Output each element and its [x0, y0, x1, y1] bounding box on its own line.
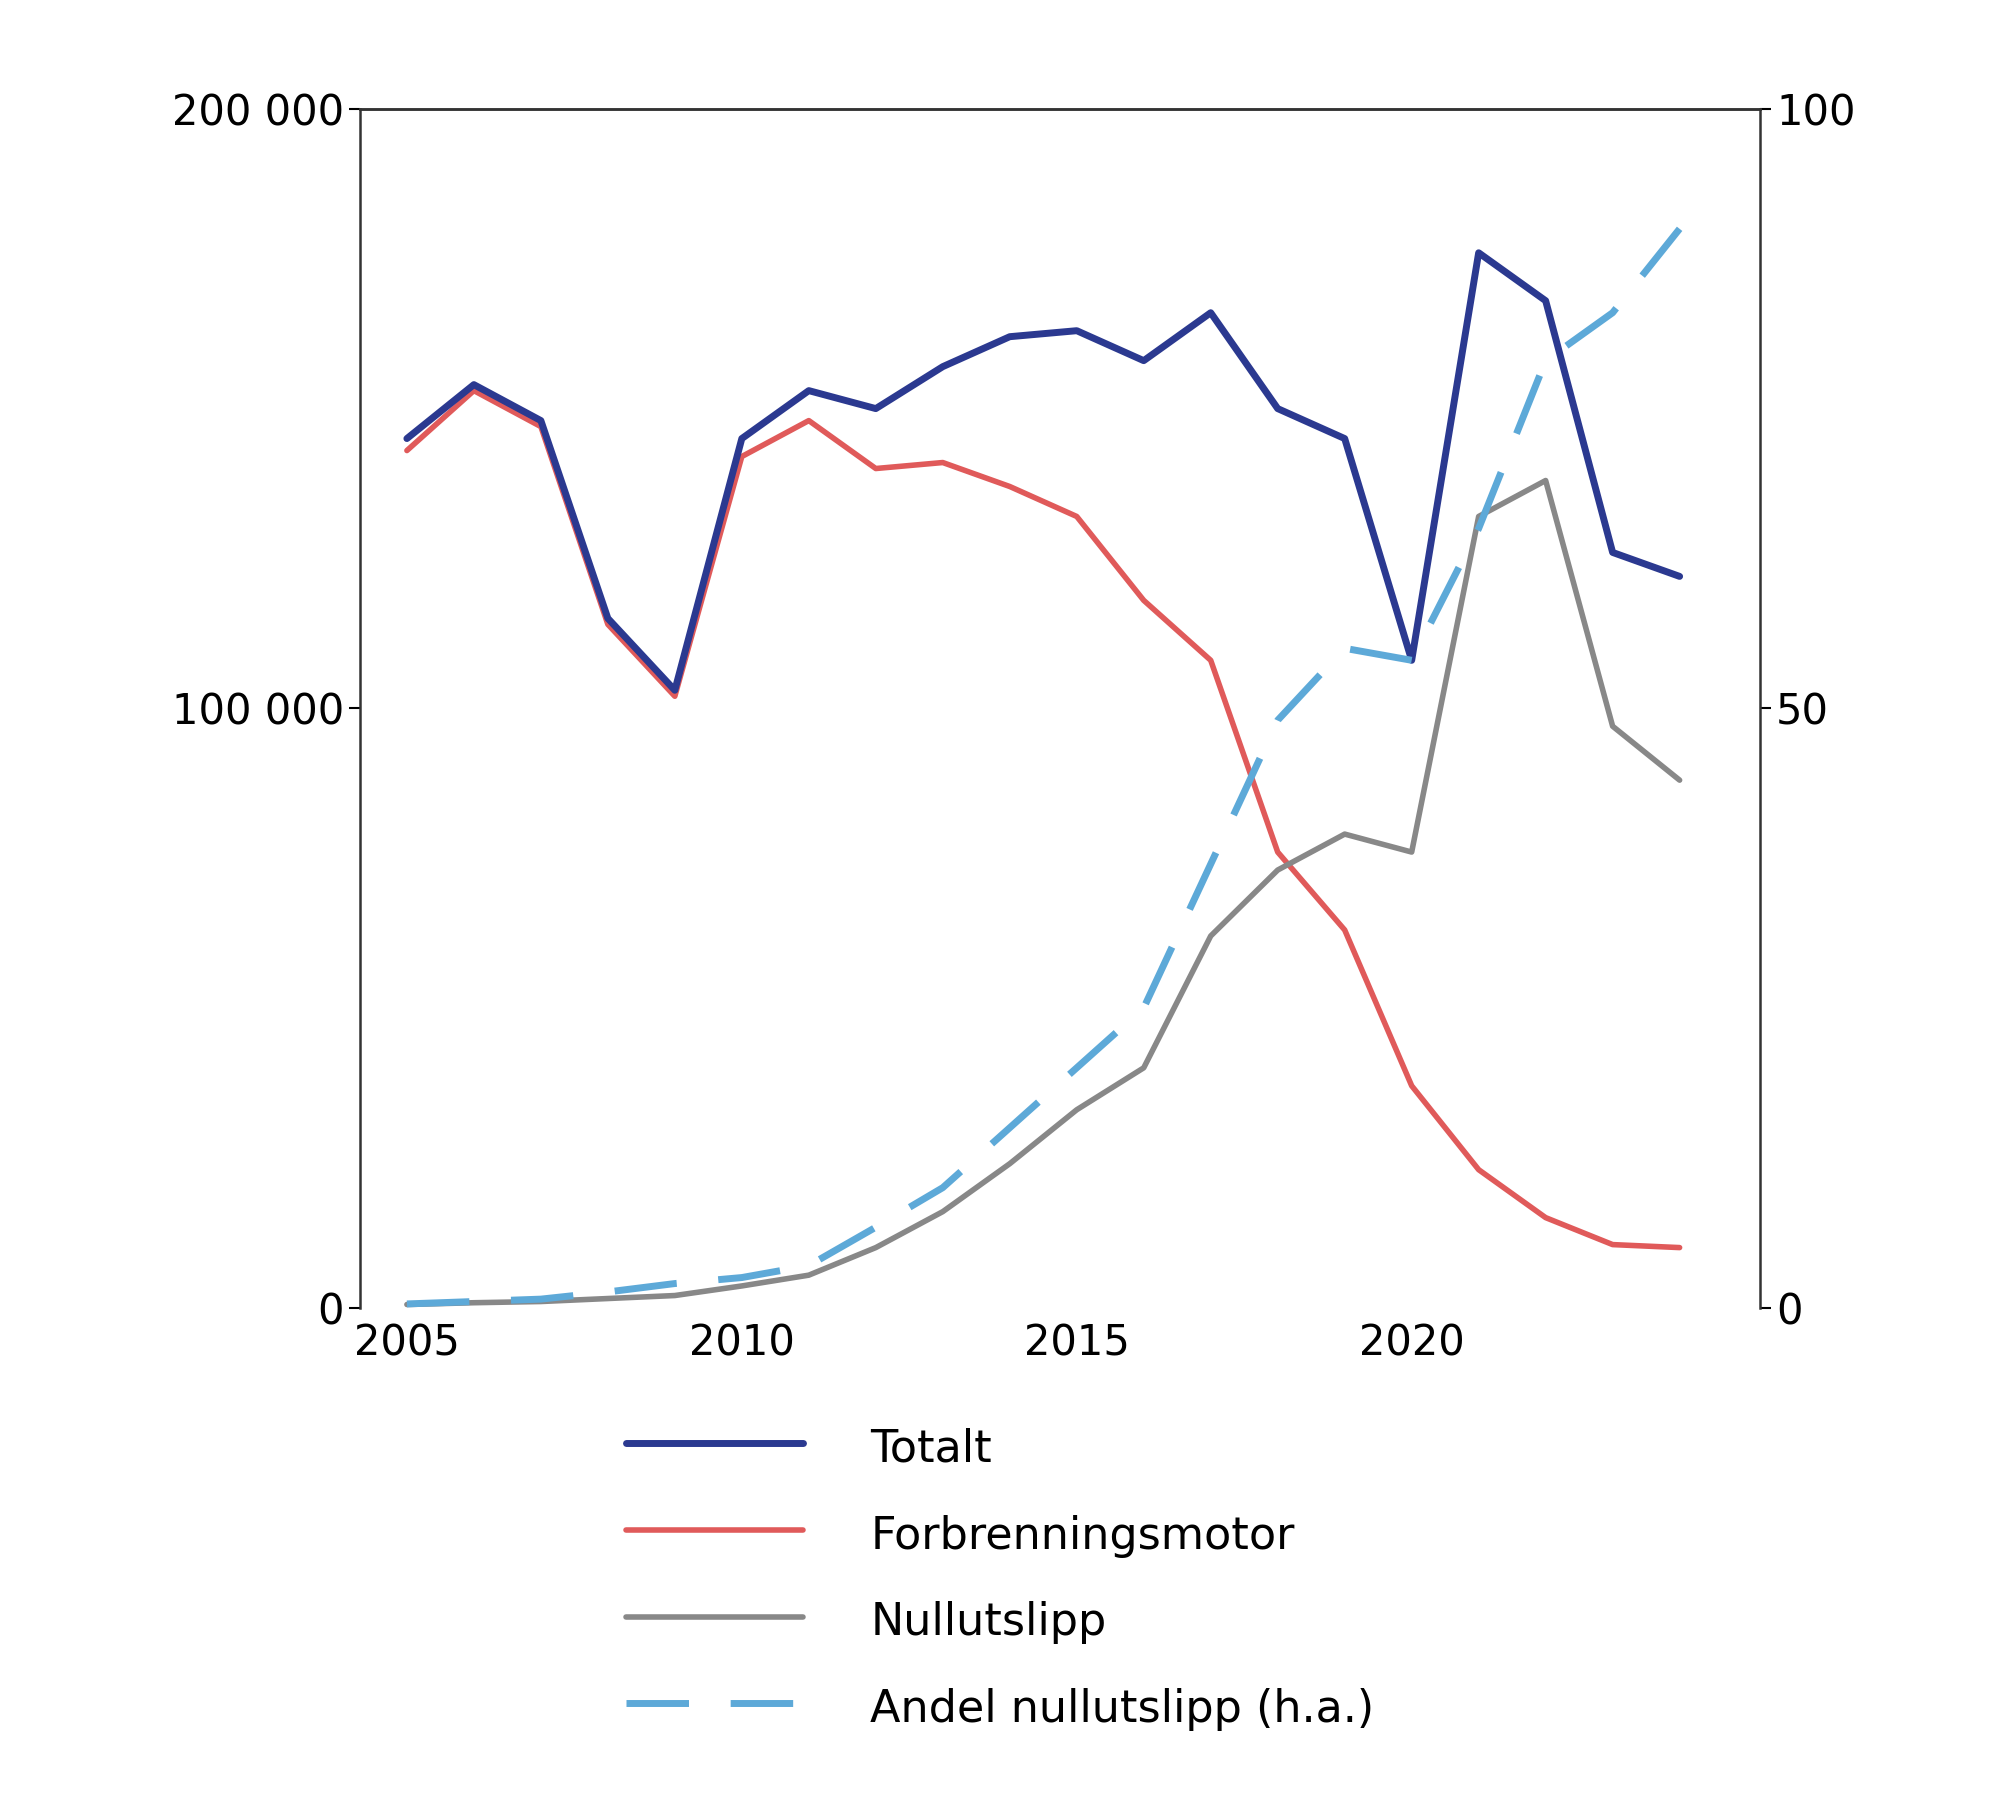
Nullutslipp [796, 1264, 820, 1286]
Nullutslipp [1064, 1099, 1088, 1120]
Andel nullutslipp (h.a.) [730, 1268, 754, 1289]
Nullutslipp [1466, 505, 1490, 527]
Totalt [1132, 350, 1156, 372]
Totalt [596, 607, 620, 628]
Nullutslipp [1198, 924, 1222, 946]
Nullutslipp [1668, 770, 1692, 792]
Andel nullutslipp (h.a.) [394, 1293, 418, 1315]
Andel nullutslipp (h.a.) [528, 1288, 552, 1309]
Andel nullutslipp (h.a.) [1600, 301, 1624, 323]
Nullutslipp [1534, 470, 1558, 492]
Forbrenningsmotor [528, 416, 552, 438]
Totalt [998, 325, 1022, 347]
Totalt [1064, 320, 1088, 341]
Forbrenningsmotor [1466, 1159, 1490, 1180]
Line: Totalt: Totalt [406, 252, 1680, 690]
Forbrenningsmotor [1064, 505, 1088, 527]
Totalt [1332, 427, 1356, 449]
Nullutslipp [864, 1237, 888, 1258]
Totalt [662, 679, 686, 701]
Andel nullutslipp (h.a.) [1132, 997, 1156, 1019]
Andel nullutslipp (h.a.) [596, 1280, 620, 1302]
Nullutslipp [462, 1291, 486, 1313]
Andel nullutslipp (h.a.) [1332, 637, 1356, 659]
Forbrenningsmotor [596, 614, 620, 636]
Nullutslipp [528, 1291, 552, 1313]
Totalt [394, 427, 418, 449]
Andel nullutslipp (h.a.) [1064, 1057, 1088, 1079]
Nullutslipp [596, 1288, 620, 1309]
Andel nullutslipp (h.a.) [864, 1217, 888, 1239]
Totalt [930, 356, 954, 378]
Totalt [462, 374, 486, 396]
Totalt [730, 427, 754, 449]
Forbrenningsmotor [864, 458, 888, 479]
Forbrenningsmotor [730, 445, 754, 467]
Forbrenningsmotor [1534, 1206, 1558, 1228]
Nullutslipp [998, 1153, 1022, 1175]
Totalt [1668, 565, 1692, 587]
Andel nullutslipp (h.a.) [462, 1291, 486, 1313]
Andel nullutslipp (h.a.) [930, 1177, 954, 1199]
Andel nullutslipp (h.a.) [998, 1117, 1022, 1139]
Totalt [1400, 650, 1424, 672]
Legend: Totalt, Forbrenningsmotor, Nullutslipp, Andel nullutslipp (h.a.): Totalt, Forbrenningsmotor, Nullutslipp, … [582, 1380, 1418, 1776]
Line: Forbrenningsmotor: Forbrenningsmotor [406, 390, 1680, 1248]
Totalt [1266, 398, 1290, 419]
Nullutslipp [1400, 841, 1424, 863]
Nullutslipp [662, 1284, 686, 1306]
Forbrenningsmotor [394, 439, 418, 461]
Forbrenningsmotor [1198, 650, 1222, 672]
Totalt [1198, 301, 1222, 323]
Forbrenningsmotor [998, 476, 1022, 498]
Nullutslipp [730, 1275, 754, 1297]
Forbrenningsmotor [1332, 919, 1356, 941]
Nullutslipp [1132, 1057, 1156, 1079]
Totalt [864, 398, 888, 419]
Andel nullutslipp (h.a.) [1466, 518, 1490, 539]
Nullutslipp [1332, 823, 1356, 844]
Nullutslipp [1600, 716, 1624, 737]
Forbrenningsmotor [796, 410, 820, 432]
Andel nullutslipp (h.a.) [662, 1273, 686, 1295]
Nullutslipp [930, 1200, 954, 1222]
Andel nullutslipp (h.a.) [1400, 650, 1424, 672]
Forbrenningsmotor [1132, 590, 1156, 612]
Totalt [1534, 291, 1558, 312]
Forbrenningsmotor [662, 685, 686, 706]
Nullutslipp [394, 1293, 418, 1315]
Forbrenningsmotor [462, 380, 486, 401]
Totalt [796, 380, 820, 401]
Andel nullutslipp (h.a.) [1534, 350, 1558, 372]
Forbrenningsmotor [1600, 1233, 1624, 1255]
Forbrenningsmotor [1400, 1075, 1424, 1097]
Forbrenningsmotor [1668, 1237, 1692, 1258]
Forbrenningsmotor [1266, 841, 1290, 863]
Totalt [1466, 242, 1490, 263]
Andel nullutslipp (h.a.) [796, 1255, 820, 1277]
Andel nullutslipp (h.a.) [1198, 854, 1222, 875]
Line: Nullutslipp: Nullutslipp [406, 481, 1680, 1304]
Totalt [1600, 541, 1624, 563]
Nullutslipp [1266, 859, 1290, 881]
Andel nullutslipp (h.a.) [1266, 710, 1290, 732]
Totalt [528, 410, 552, 432]
Line: Andel nullutslipp (h.a.): Andel nullutslipp (h.a.) [406, 229, 1680, 1304]
Forbrenningsmotor [930, 452, 954, 474]
Andel nullutslipp (h.a.) [1668, 218, 1692, 240]
